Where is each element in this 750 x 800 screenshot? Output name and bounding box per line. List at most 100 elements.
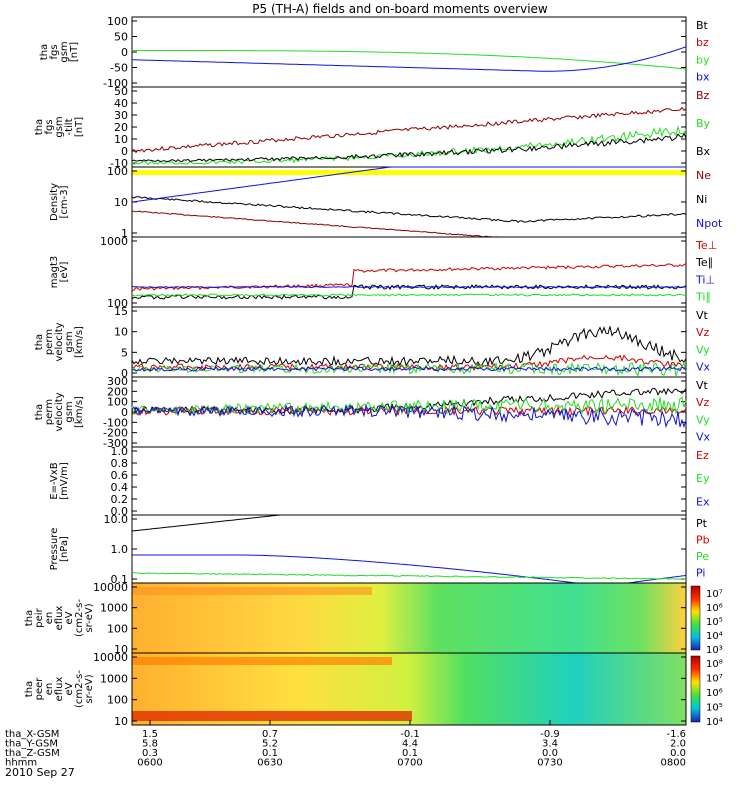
y-tick-label: 50 (114, 85, 128, 98)
legend-label: Bx (696, 145, 711, 158)
x-tick-label: 0800 (661, 758, 686, 769)
y-tick-label: 1.0 (111, 543, 129, 556)
legend-label: Vz (696, 326, 710, 339)
x-tick-label: -0.9 (540, 729, 560, 740)
series-Ne (132, 210, 686, 238)
y-tick-label: 10.0 (104, 513, 129, 526)
colorbar-tick-label: 10⁴ (706, 631, 723, 642)
y-axis-label: [nT] (69, 42, 80, 62)
x-tick-label: 0700 (397, 758, 422, 769)
panel-4: 1000 100 magt3 [eV] Te⊥ Te∥ Ti⊥ Ti∥ (49, 235, 717, 310)
y-tick-label: -100 (103, 77, 128, 90)
y-axis-label: tha (39, 44, 50, 60)
colorbar-tick-label: 10⁸ (706, 659, 723, 670)
series-Vx (131, 366, 687, 372)
y-axis-label: en (44, 612, 55, 625)
date-label: 2010 Sep 27 (5, 766, 75, 779)
y-axis-label: [km/s] (74, 326, 85, 358)
panel-frame (131, 166, 687, 238)
legend-label: Te⊥ (695, 239, 717, 252)
y-axis-label: gsm (64, 401, 75, 422)
y-axis-label: peir (34, 607, 45, 627)
flag-bar (132, 170, 686, 175)
panel-5: 15 10 5 0 tha perm velocity gsm [km/s] Vt Vz Vy Vx (34, 305, 711, 380)
series-Te-perp (132, 263, 687, 291)
y-axis-label: tha (34, 119, 45, 135)
x-tick-label: 0.0 (670, 748, 686, 759)
series-Vy (131, 396, 687, 416)
y-axis-label: tha (24, 610, 35, 626)
spectrogram-band (132, 657, 392, 665)
y-tick-label: 100 (107, 694, 128, 707)
y-tick-label: 30 (114, 109, 128, 122)
spectrogram-band (132, 711, 412, 721)
y-axis-label: perm (44, 399, 55, 425)
y-tick-label: 15 (114, 305, 128, 318)
series-Vt (131, 326, 687, 368)
y-axis-label: [mV/m] (59, 462, 70, 500)
series-Bx (131, 132, 687, 163)
y-tick-label: 1.0 (111, 445, 129, 458)
y-axis-label: Density (49, 183, 60, 221)
legend-label: Vt (696, 379, 709, 392)
series-by (131, 49, 687, 70)
y-axis-label: sr-eV) (84, 603, 95, 632)
legend-label: Vx (696, 360, 711, 373)
y-tick-label: 10 (114, 715, 128, 728)
figure-title: P5 (TH-A) fields and on-board moments ov… (252, 2, 548, 16)
y-axis-label: velocity (54, 392, 65, 431)
y-axis-label: (cm2-s- (74, 670, 85, 708)
panel-frame (131, 236, 687, 308)
y-axis-label: [eV] (59, 262, 70, 283)
x-row-label: tha_Z-GSM (5, 748, 60, 759)
y-tick-label: 1000 (100, 602, 128, 615)
y-axis-label: magt3 (49, 256, 60, 289)
series-Ni (131, 196, 687, 223)
legend-label: Ti⊥ (695, 273, 715, 286)
legend-label: Ti∥ (695, 290, 711, 303)
y-axis-label: [km/s] (74, 396, 85, 428)
y-tick-label: 100 (107, 622, 128, 635)
legend-label: Pt (696, 517, 708, 530)
y-axis-label: Pressure (49, 528, 60, 571)
legend-label: Te∥ (695, 256, 713, 269)
legend-label: Npot (696, 217, 723, 230)
x-tick-label: 4.4 (402, 739, 418, 750)
y-tick-label: 1000 (100, 672, 128, 685)
panel-1: 100 50 0 -50 -100 tha fgs gsm [nT] Bt bz by bx (39, 15, 710, 90)
x-tick-label: 0.0 (542, 748, 558, 759)
x-tick-label: -1.6 (666, 729, 686, 740)
legend-label: Ey (696, 472, 710, 485)
x-tick-label: 0.3 (142, 748, 158, 759)
y-axis-label: (cm2-s- (74, 599, 85, 637)
y-tick-label: 10 (114, 196, 128, 209)
x-tick-label: 5.2 (262, 739, 278, 750)
y-tick-label: 10000 (93, 651, 128, 664)
panel-3: 100 10 1 Density [cm-3] Ne Ni Npot (49, 165, 723, 240)
y-tick-label: 100 (107, 396, 128, 409)
y-tick-label: 0 (121, 406, 128, 419)
y-axis-label: -tilt (64, 118, 75, 135)
panel-8: 10.0 1.0 0.1 Pressure [nPa] Pt Pb Pe Pi (49, 513, 710, 586)
y-tick-label: 0 (121, 46, 128, 59)
legend-label: Vx (696, 430, 711, 443)
y-axis-label: fgs (49, 44, 60, 59)
y-tick-label: 10 (114, 326, 128, 339)
y-axis-label: perm (44, 329, 55, 355)
y-tick-label: 0.1 (111, 573, 129, 586)
colorbar-tick-label: 10³ (706, 645, 723, 656)
y-tick-label: -10 (110, 157, 128, 170)
series-Ti-par (131, 293, 687, 297)
y-tick-label: 200 (107, 385, 128, 398)
y-axis-label: tha (34, 404, 45, 420)
y-axis-label: [nPa] (59, 536, 70, 562)
legend-label: bz (696, 36, 709, 49)
spectrogram-band (132, 587, 372, 595)
x-tick-label: 0600 (137, 758, 162, 769)
y-tick-label: -300 (103, 437, 128, 450)
y-axis-label: eV (64, 682, 75, 695)
legend-label: By (696, 117, 711, 130)
